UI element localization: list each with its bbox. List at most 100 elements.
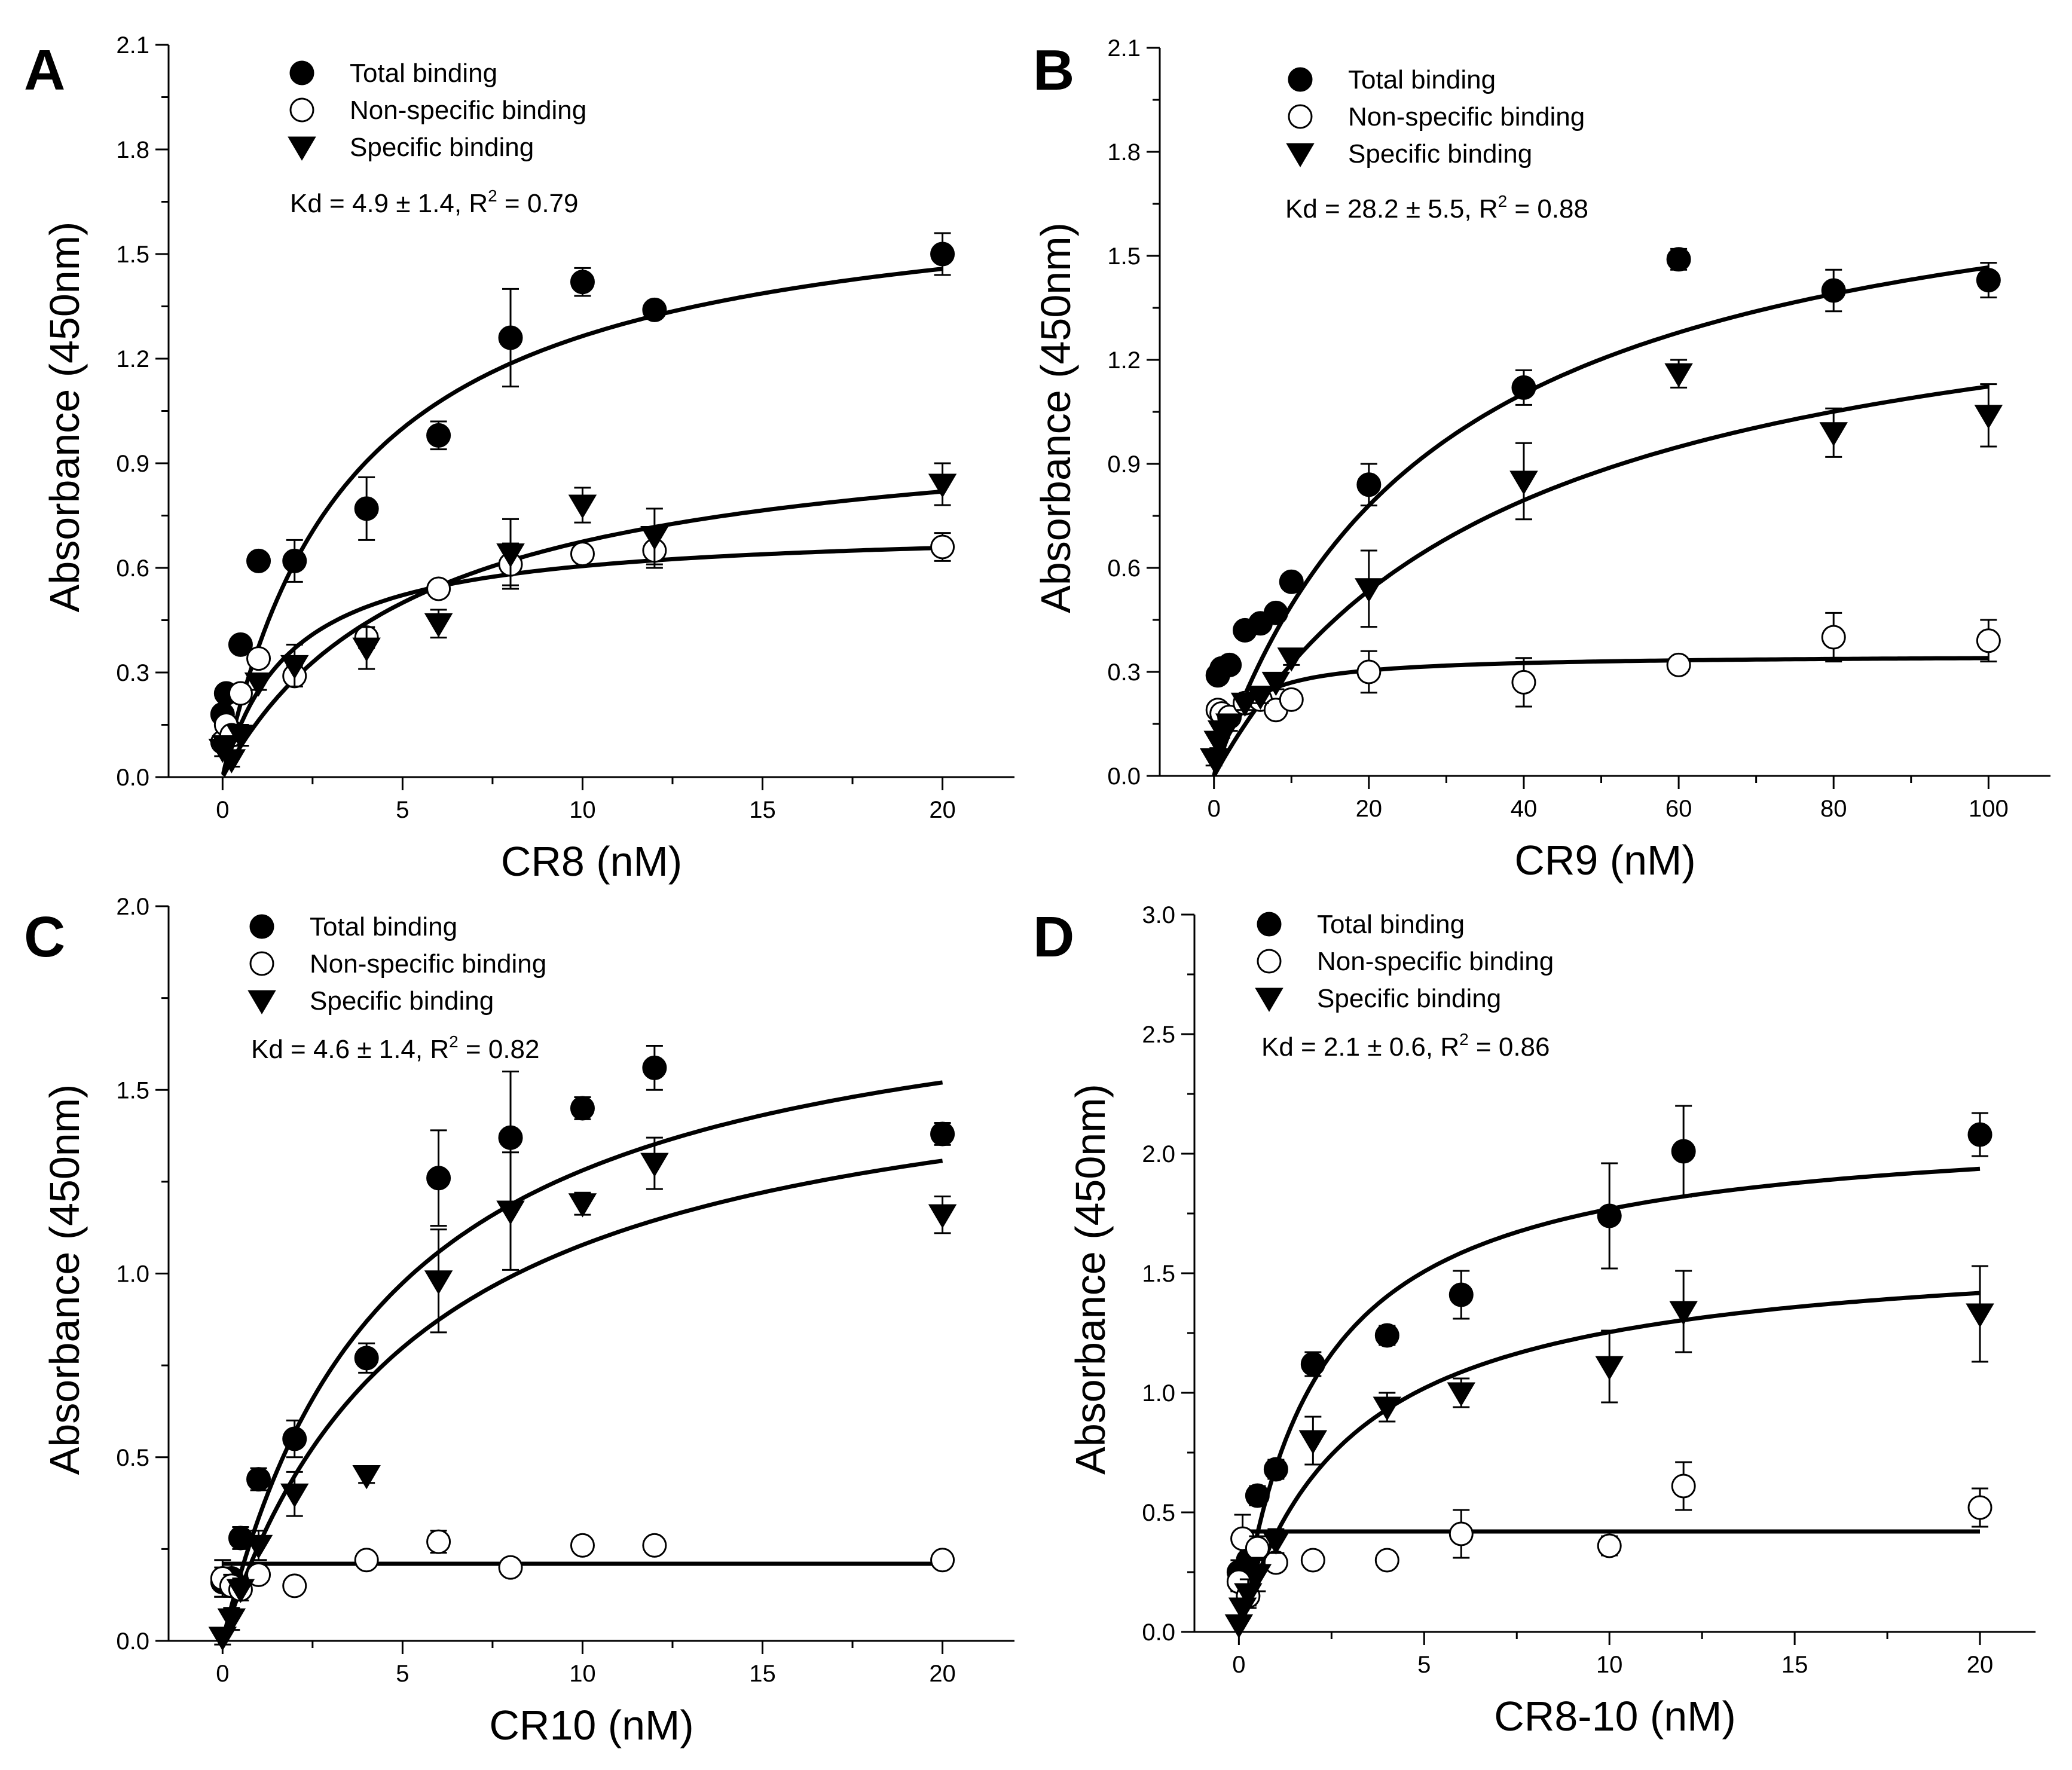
data-point-total	[1374, 1323, 1399, 1348]
x-axis-title: CR10 (nM)	[489, 1702, 693, 1748]
data-point-total	[642, 297, 667, 322]
panel-letter: A	[24, 38, 65, 102]
data-point-spec	[1355, 578, 1383, 603]
data-point-nonspec	[1967, 1495, 1992, 1520]
data-point-spec	[568, 1193, 597, 1218]
kd-annotation: Kd = 4.9 ± 1.4, R2 = 0.79	[290, 187, 578, 218]
y-tick-label: 2.1	[1107, 35, 1141, 62]
x-tick-label: 80	[1820, 796, 1847, 822]
data-point-spec	[1447, 1382, 1476, 1407]
x-tick-label: 100	[1969, 796, 2009, 822]
fit-curve-total	[1212, 265, 1989, 777]
data-point-spec	[1669, 1301, 1698, 1325]
legend-symbol-total	[249, 914, 274, 939]
data-point-spec	[226, 1579, 255, 1603]
data-point-spec	[1261, 671, 1291, 696]
kd-annotation: Kd = 4.6 ± 1.4, R2 = 0.82	[251, 1032, 539, 1064]
y-tick-label: 1.2	[116, 346, 149, 372]
x-tick-label: 10	[1596, 1652, 1623, 1678]
data-point-total	[1821, 278, 1846, 303]
data-point-spec	[1509, 470, 1538, 495]
y-tick-label: 0.0	[1107, 763, 1141, 790]
data-point-nonspec	[1448, 1521, 1474, 1546]
x-tick-label: 60	[1665, 796, 1692, 822]
data-point-total	[282, 548, 307, 573]
x-tick-label: 5	[1417, 1652, 1431, 1678]
legend-label-spec: Specific binding	[1317, 984, 1501, 1013]
data-point-total	[426, 1166, 451, 1191]
data-point-spec	[496, 1200, 525, 1225]
y-tick-label: 1.0	[1142, 1380, 1175, 1407]
y-tick-label: 0.9	[1107, 451, 1141, 478]
kd-annotation-prefix: Kd = 28.2 ± 5.5, R	[1285, 194, 1498, 224]
y-axis-title: Absorbance (450nm)	[41, 1084, 88, 1475]
legend-symbol-nonspec	[249, 951, 274, 976]
legend-symbol-nonspec	[289, 97, 314, 123]
data-point-nonspec	[354, 1548, 379, 1573]
data-point-spec	[1243, 1564, 1272, 1588]
data-point-nonspec	[228, 681, 253, 706]
legend-label-spec: Specific binding	[310, 986, 494, 1016]
y-tick-label: 0.0	[1142, 1619, 1175, 1646]
x-tick-label: 15	[749, 1661, 776, 1687]
legend-label-nonspec: Non-specific binding	[1317, 947, 1554, 976]
data-point-total	[1597, 1203, 1622, 1228]
data-point-nonspec	[282, 1573, 307, 1598]
y-tick-label: 0.5	[116, 1445, 149, 1471]
data-point-spec	[424, 1270, 453, 1295]
y-tick-label: 1.0	[116, 1261, 149, 1288]
data-point-spec	[1234, 1583, 1263, 1607]
kd-annotation-sup: 2	[488, 187, 497, 205]
data-point-spec	[640, 1153, 669, 1178]
data-point-nonspec	[1666, 652, 1691, 677]
data-point-total	[1245, 1483, 1270, 1508]
data-point-total	[1300, 1352, 1325, 1377]
x-tick-label: 0	[1208, 796, 1221, 822]
data-point-total	[1511, 375, 1536, 400]
fit-curve-nonspec	[221, 545, 943, 775]
x-tick-label: 20	[929, 1661, 956, 1687]
fit-curve-spec	[1212, 384, 1989, 777]
data-point-spec	[244, 672, 273, 697]
legend-label-total: Total binding	[350, 59, 497, 88]
y-tick-label: 1.5	[1107, 243, 1141, 270]
data-point-spec	[928, 1204, 957, 1229]
y-tick-label: 0.3	[1107, 659, 1141, 686]
data-point-total	[1356, 472, 1382, 497]
legend-label-nonspec: Non-specific binding	[350, 96, 586, 125]
legend-label-spec: Specific binding	[350, 133, 534, 162]
data-point-spec	[280, 655, 309, 680]
data-point-total	[1263, 600, 1288, 625]
data-point-total	[354, 1346, 379, 1371]
x-tick-label: 20	[1356, 796, 1383, 822]
x-axis-title: CR8-10 (nM)	[1494, 1693, 1736, 1740]
x-tick-label: 0	[216, 1661, 229, 1687]
data-point-total	[1666, 247, 1691, 272]
fit-curve-spec	[221, 489, 943, 777]
legend-label-nonspec: Non-specific binding	[310, 949, 546, 979]
legend-symbol-spec	[1255, 988, 1283, 1012]
data-point-nonspec	[426, 576, 451, 601]
data-point-total	[1967, 1122, 1992, 1147]
data-point-spec	[1246, 686, 1275, 710]
data-point-spec	[1277, 647, 1306, 672]
fit-curve-total	[221, 267, 943, 775]
x-tick-label: 5	[396, 797, 409, 823]
data-point-spec	[1966, 1303, 1994, 1328]
y-tick-label: 2.5	[1142, 1022, 1175, 1048]
data-point-total	[1976, 268, 2001, 293]
x-tick-label: 20	[929, 797, 956, 823]
fit-curve-total	[221, 1080, 943, 1638]
data-point-nonspec	[426, 1529, 451, 1554]
data-point-total	[228, 632, 253, 657]
y-tick-label: 3.0	[1142, 902, 1175, 928]
x-tick-label: 10	[569, 1661, 596, 1687]
data-point-total	[426, 423, 451, 448]
y-tick-label: 2.0	[116, 894, 149, 920]
y-tick-label: 1.5	[116, 241, 149, 268]
legend-symbol-total	[289, 60, 314, 85]
data-point-total	[930, 241, 955, 267]
x-axis-title: CR9 (nM)	[1514, 837, 1695, 884]
data-point-total	[1217, 652, 1242, 677]
